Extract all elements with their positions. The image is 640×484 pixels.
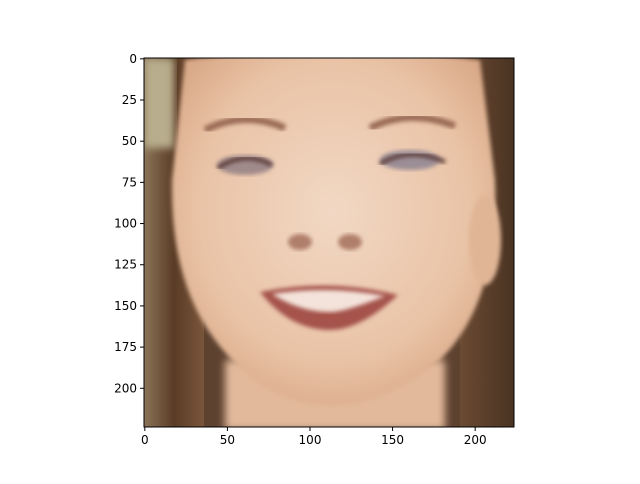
y-tick-label: 175 xyxy=(114,340,137,354)
y-tick-label: 150 xyxy=(114,299,137,313)
y-tick-label: 0 xyxy=(129,52,137,66)
y-tick-label: 100 xyxy=(114,217,137,231)
x-tick-label: 200 xyxy=(464,433,487,447)
y-tick-label: 75 xyxy=(122,175,137,189)
y-tick-label: 50 xyxy=(122,134,137,148)
face-image xyxy=(144,58,514,427)
axes-frame xyxy=(143,57,515,428)
y-tick-label: 25 xyxy=(122,93,137,107)
y-tick-label: 200 xyxy=(114,381,137,395)
x-tick-label: 150 xyxy=(381,433,404,447)
y-tick-label: 125 xyxy=(114,258,137,272)
x-tick-label: 0 xyxy=(141,433,149,447)
x-tick-label: 100 xyxy=(299,433,322,447)
x-tick-label: 50 xyxy=(220,433,235,447)
